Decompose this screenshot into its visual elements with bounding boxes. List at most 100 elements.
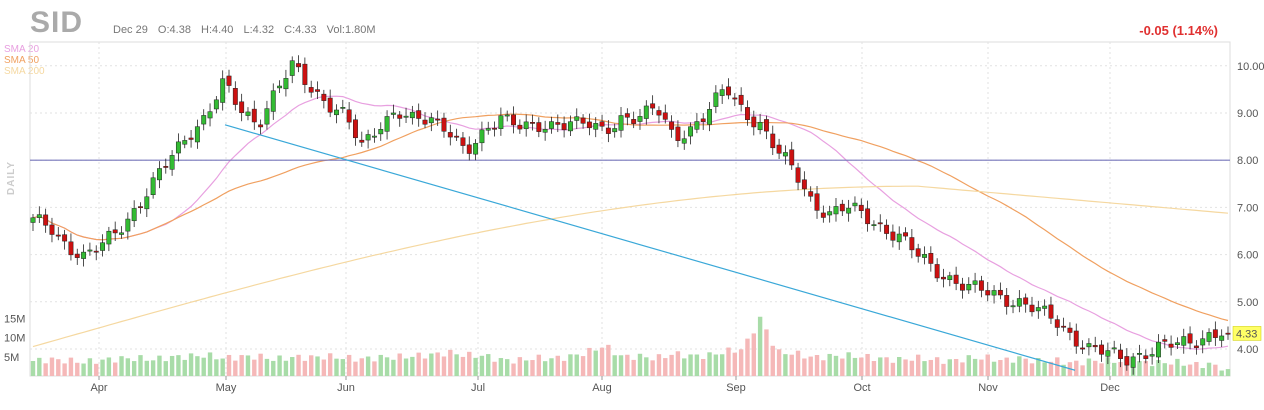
candle-body [1187,333,1193,344]
volume-bar [669,354,674,376]
volume-bar [511,363,516,376]
candle-body [669,121,675,130]
volume-bar [119,356,124,376]
candle-body [55,234,61,237]
candle-body [49,224,55,235]
volume-bar [214,359,219,376]
candle-body [1004,295,1010,307]
volume-bar [536,354,542,376]
volume-bar [960,362,965,376]
open-value: O:4.38 [157,24,191,36]
candle-body [422,119,428,125]
candle-body [194,126,200,143]
volume-bar [701,358,706,376]
volume-bar [871,361,877,376]
volume-bar [372,361,377,376]
volume-bar [650,360,655,376]
candle-body [852,202,858,207]
volume-bar [169,355,175,376]
volume-tick-label: 10M [4,333,25,345]
volume-bar [561,360,567,376]
volume-bar [207,352,213,376]
candle-body [296,63,302,68]
volume-bar [915,354,921,376]
volume-bar [1143,361,1149,376]
candle-body [719,89,725,96]
volume-bar [283,360,289,376]
candle-body [1206,332,1212,342]
volume-bar [163,361,168,376]
volume-bar [789,354,794,376]
legend-sma20: SMA 20 [4,44,40,55]
candle-body [776,144,782,154]
candle-body [896,233,902,243]
volume-bar [30,360,36,376]
volume-bar [574,354,579,376]
candle-body [188,137,194,140]
volume-bar [1017,356,1022,376]
candle-body [985,290,991,296]
candle-body [953,274,959,284]
candle-body [220,78,226,103]
candle-body [119,232,124,235]
candle-body [928,253,934,264]
candle-body [675,126,681,141]
price-tick-label: 8.00 [1237,155,1258,167]
month-tick-label: Sep [726,382,746,394]
volume-bar [188,353,194,376]
candle-body [732,97,738,100]
candle-body [757,122,763,131]
candle-body [485,128,491,131]
volume-bar [757,316,763,376]
last-price-tag [1232,326,1262,341]
volume-bar [783,354,788,376]
volume-bar [378,354,383,376]
volume-bar [549,358,554,376]
volume-bar [530,360,535,376]
volume-bar [1042,362,1047,376]
candle-body [726,86,731,96]
candle-body [808,191,814,197]
volume-bar [631,359,636,376]
price-tick-label: 7.00 [1237,202,1258,214]
volume-bar [694,354,700,376]
volume-bar [878,357,883,376]
candle-body [365,134,371,141]
volume-bar [410,356,415,376]
candle-body [378,129,384,135]
volume-bar [751,333,756,376]
candle-body [454,135,460,138]
volume-bar [903,359,908,376]
volume-bar [1149,366,1155,376]
candle-body [567,121,573,132]
volume-bar [245,355,251,376]
candle-body [245,111,251,116]
volume-bar [1206,362,1212,376]
candle-body [207,111,213,119]
volume-bar [637,353,643,376]
candle-body [169,155,175,170]
volume-bar [397,353,402,376]
candle-body [599,121,605,127]
candle-body [150,177,156,196]
volume-bar [144,360,150,376]
legend-sma200: SMA 200 [4,66,45,77]
volume-bar [365,356,371,376]
candle-body [1086,343,1092,348]
candle-body [903,232,908,237]
volume-bar [315,356,320,376]
candle-body [435,118,441,121]
candle-body [947,275,953,280]
volume-bar [233,360,238,376]
volume-bar [846,352,851,376]
volume-bar [182,359,187,376]
candle-body [447,132,453,138]
volume-bar [87,358,93,376]
candle-body [1181,336,1187,346]
candle-body [959,283,965,291]
candle-body [694,121,700,130]
candle-body [523,121,529,130]
candle-body [991,290,997,296]
candle-body [517,124,523,130]
